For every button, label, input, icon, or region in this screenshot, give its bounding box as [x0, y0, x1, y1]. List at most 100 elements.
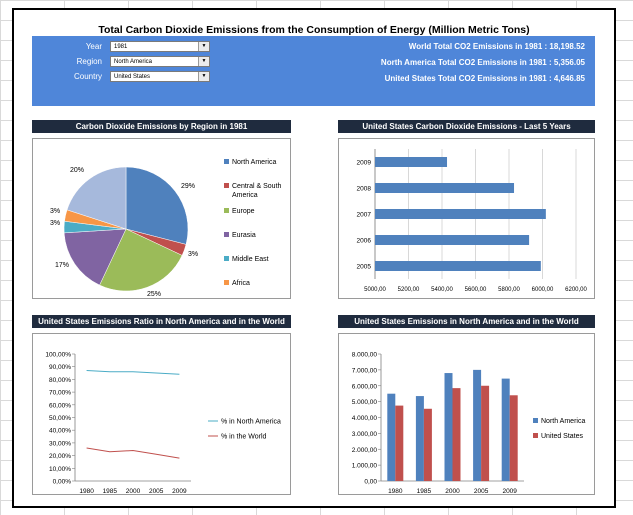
hbar-bar	[375, 261, 541, 271]
series-line	[86, 447, 180, 459]
pie-chart-panel: 29% 3% 25% 17% 3% 3% 20% North America Central &…	[32, 138, 291, 299]
vbar-bar	[415, 396, 424, 481]
x-tick-label: 5400,00	[431, 287, 453, 293]
y-tick-label: 30,00%	[49, 440, 71, 447]
y-tick-label: 0,00	[364, 479, 377, 486]
country-value: United States	[114, 74, 151, 80]
legend-swatch	[224, 232, 229, 237]
legend-swatch	[224, 183, 229, 188]
vbar-chart-panel: 0,00 1.000,00 2.000,00 3.000,00 4.000,00 5.00…	[338, 333, 595, 495]
legend-label: Eurasia	[232, 232, 256, 239]
y-tick-label: 5.000,00	[352, 399, 378, 406]
x-tick-label: 1980	[388, 488, 403, 494]
x-tick-label: 6000,00	[532, 287, 554, 293]
pie-data-label: 29%	[181, 183, 195, 190]
x-tick-label: 5000,00	[364, 287, 386, 293]
y-tick-label: 50,00%	[49, 415, 71, 422]
pie-chart-title: Carbon Dioxide Emissions by Region in 19…	[32, 120, 291, 133]
x-tick-label: 2005	[149, 488, 164, 494]
y-tick-label: 2.000,00	[352, 447, 378, 454]
year-label: Year	[85, 42, 102, 51]
legend-label: North America	[541, 418, 585, 425]
x-tick-label: 2005	[474, 488, 489, 494]
vbar-bar	[387, 393, 396, 481]
region-select[interactable]: North America ▼	[110, 56, 210, 67]
x-tick-label: 6200,00	[565, 287, 587, 293]
year-select[interactable]: 1981 ▼	[110, 41, 210, 52]
legend-label: % in the World	[221, 434, 266, 441]
country-select[interactable]: United States ▼	[110, 71, 210, 82]
y-tick-label: 2005	[357, 264, 372, 271]
hbar-bar	[375, 209, 546, 219]
y-tick-label: 40,00%	[49, 428, 71, 435]
legend-swatch	[533, 433, 538, 438]
vbar-bar	[509, 395, 518, 481]
year-value: 1981	[114, 44, 128, 50]
hbar-chart-title: United States Carbon Dioxide Emissions -…	[338, 120, 595, 133]
y-tick-label: 8.000,00	[352, 352, 378, 359]
legend-swatch	[224, 208, 229, 213]
line-chart-title: United States Emissions Ratio in North A…	[32, 315, 291, 328]
page-title: Total Carbon Dioxide Emissions from the …	[98, 24, 530, 36]
chevron-down-icon[interactable]: ▼	[198, 72, 209, 81]
line-chart: 0,00% 10,00% 20,00% 30,00% 40,00% 50,00% 60,00…	[45, 352, 281, 496]
legend-label: % in North America	[221, 419, 281, 426]
dashboard-sheet: Total Carbon Dioxide Emissions from the …	[12, 8, 616, 508]
pie-chart: 29% 3% 25% 17% 3% 3% 20% North America Central &…	[50, 159, 282, 298]
legend-swatch	[224, 280, 229, 285]
legend-label: Africa	[232, 280, 250, 287]
y-tick-label: 4.000,00	[352, 415, 378, 422]
x-tick-label: 2000	[126, 488, 141, 494]
pie-data-label: 3%	[50, 220, 60, 227]
legend-label: Europe	[232, 208, 255, 215]
filter-banner: Year 1981 ▼ Region North America ▼ Count…	[32, 36, 595, 106]
y-tick-label: 2009	[357, 160, 372, 167]
vbar-bar	[395, 405, 404, 481]
world-total-stat: World Total CO2 Emissions in 1981 : 18,1…	[408, 42, 585, 51]
x-tick-label: 5200,00	[398, 287, 420, 293]
pie-slice	[63, 228, 127, 286]
series-line	[86, 370, 180, 375]
y-tick-label: 20,00%	[49, 453, 71, 460]
y-tick-label: 2006	[357, 238, 372, 245]
country-total-stat: United States Total CO2 Emissions in 198…	[384, 74, 585, 83]
pie-slice	[66, 166, 127, 230]
legend-label: Central & South	[232, 183, 282, 190]
y-tick-label: 60,00%	[49, 402, 71, 409]
y-tick-label: 6.000,00	[352, 383, 378, 390]
vbar-bar	[444, 373, 453, 481]
y-tick-label: 3.000,00	[352, 431, 378, 438]
x-tick-label: 2009	[172, 488, 187, 494]
chevron-down-icon[interactable]: ▼	[198, 42, 209, 51]
vbar-chart-title: United States Emissions in North America…	[338, 315, 595, 328]
vbar-bar	[481, 385, 490, 481]
vbar-bar	[473, 369, 482, 481]
x-tick-label: 5800,00	[498, 287, 520, 293]
y-tick-label: 2007	[357, 212, 372, 219]
line-chart-panel: 0,00% 10,00% 20,00% 30,00% 40,00% 50,00% 60,00…	[32, 333, 291, 495]
pie-data-label: 25%	[147, 291, 161, 298]
country-label: Country	[73, 72, 102, 81]
y-tick-label: 100,00%	[45, 352, 71, 359]
y-tick-label: 0,00%	[53, 479, 72, 486]
pie-data-label: 20%	[70, 167, 84, 174]
legend-label: Middle East	[232, 256, 269, 263]
hbar-bar	[375, 183, 515, 193]
vbar-bar	[501, 378, 510, 481]
hbar-bar	[375, 157, 448, 167]
legend-label: America	[232, 192, 258, 199]
legend-label: United States	[541, 433, 584, 440]
chevron-down-icon[interactable]: ▼	[198, 57, 209, 66]
x-tick-label: 1985	[417, 488, 432, 494]
x-tick-label: 1980	[79, 488, 94, 494]
vbar-bar	[423, 408, 432, 481]
pie-slice	[99, 228, 183, 292]
vbar-bar	[452, 388, 461, 481]
legend-swatch	[533, 418, 538, 423]
region-label: Region	[76, 57, 102, 66]
legend-label: North America	[232, 159, 276, 166]
pie-slice	[125, 166, 189, 245]
pie-data-label: 17%	[55, 262, 69, 269]
y-tick-label: 70,00%	[49, 390, 71, 397]
hbar-chart-panel: 5000,00 5200,00 5400,00 5600,00 5800,00 6000,…	[338, 138, 595, 299]
